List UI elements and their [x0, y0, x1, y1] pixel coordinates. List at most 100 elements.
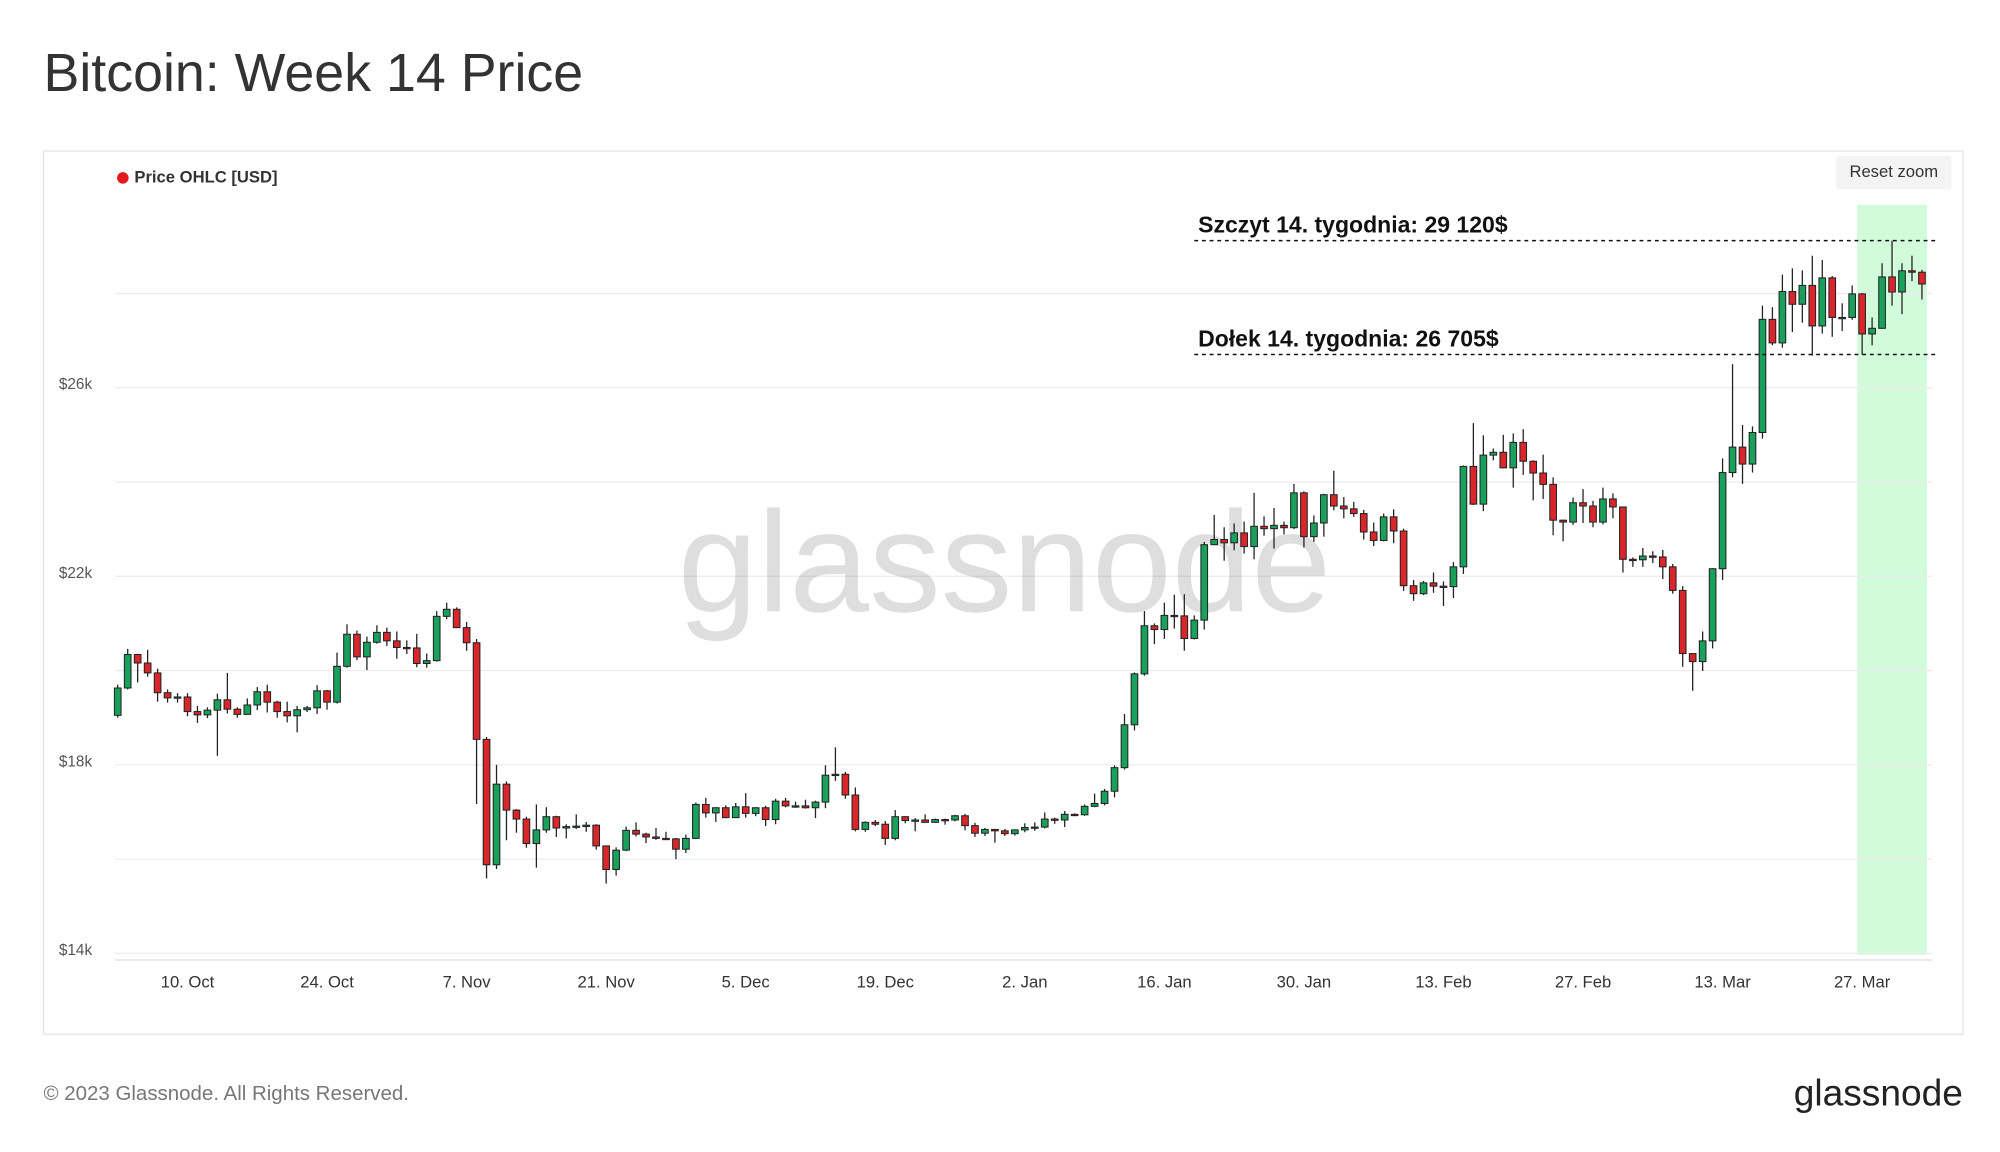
candle-body [173, 696, 182, 699]
candle-body [582, 824, 591, 827]
candle-body [1369, 531, 1378, 541]
candle-body [711, 807, 720, 814]
candle-body [1130, 673, 1139, 726]
candle-body [931, 819, 939, 823]
candle-body [373, 631, 381, 643]
candle-body [1011, 829, 1019, 835]
candle-body [1080, 805, 1089, 816]
candle-body [133, 654, 142, 664]
candle-body [1718, 472, 1727, 570]
candle-body [1678, 589, 1687, 655]
candle-body [1509, 441, 1518, 469]
candle-body [1549, 483, 1557, 521]
candle-body [811, 801, 820, 809]
candle-body [1878, 276, 1886, 329]
watermark: glassnode [678, 482, 1331, 642]
candle-body [123, 654, 132, 689]
candle-body [841, 773, 850, 796]
button-bg[interactable] [1836, 156, 1952, 190]
logo: glassnode [1794, 1071, 1963, 1113]
candle-body [642, 833, 650, 838]
candle-body [1170, 614, 1179, 618]
candle-body [622, 829, 630, 851]
candle-body [1688, 653, 1697, 663]
candle-body [1439, 585, 1448, 588]
candle-body [592, 824, 601, 847]
candle-body [1808, 284, 1817, 327]
candle-body [921, 819, 929, 823]
candle-body [153, 672, 162, 694]
candle-body [1648, 555, 1657, 558]
candle-body [682, 837, 690, 850]
candle-body [193, 711, 202, 716]
candle-body [911, 819, 920, 822]
candle-body [781, 800, 790, 807]
candle-body [1300, 492, 1308, 538]
candle-body [313, 690, 321, 709]
candle-body [851, 794, 860, 830]
candle-body [1190, 619, 1199, 640]
candle-body [1519, 441, 1528, 462]
candle-body [1200, 544, 1209, 621]
candle-body [1599, 498, 1607, 523]
candle-body [612, 849, 620, 871]
candle-body [1619, 506, 1627, 560]
candle-body [991, 828, 999, 832]
candle-body [1429, 582, 1438, 587]
candle-body [552, 816, 561, 829]
candle-body [1260, 525, 1268, 530]
candle-body [1768, 318, 1777, 344]
x-tick-label: 10. Oct [161, 972, 215, 991]
candle-body [542, 816, 551, 831]
candle-body [1110, 767, 1119, 792]
candle-body [761, 807, 770, 821]
candle-body [1499, 451, 1508, 469]
candle-body [532, 829, 541, 845]
candle-body [502, 783, 511, 811]
candle-body [871, 821, 880, 825]
candle-body [941, 819, 949, 822]
candle-body [353, 633, 361, 658]
candle-body [901, 816, 910, 821]
candle-body [801, 805, 810, 809]
candle-body [1329, 494, 1338, 507]
candle-body [632, 829, 640, 835]
candle-body [692, 803, 700, 839]
candle-body [1459, 465, 1468, 568]
candle-body [1339, 505, 1348, 510]
candle-body [1589, 505, 1597, 523]
candle-body [183, 696, 192, 713]
candle-body [1838, 316, 1847, 320]
x-tick-label: 16. Jan [1137, 972, 1192, 991]
candle-body [492, 783, 501, 866]
candle-body [791, 805, 800, 808]
candle-body [1150, 625, 1159, 631]
candle-body [1489, 451, 1498, 456]
candle-body [1379, 516, 1388, 541]
candle-body [1250, 525, 1258, 548]
candle-body [1479, 454, 1488, 505]
candle-body [1050, 818, 1059, 821]
candle-body [383, 631, 391, 642]
candle-body [1609, 498, 1617, 508]
candle-body [702, 803, 710, 814]
candle-body [363, 641, 371, 658]
candle-body [1001, 830, 1009, 835]
candle-body [751, 807, 760, 814]
candle-body [961, 815, 969, 827]
candle-body [1738, 446, 1747, 465]
annotation-label: Dołek 14. tygodnia: 26 705$ [1198, 325, 1499, 351]
candle-body [1409, 585, 1418, 595]
button-label[interactable]: Reset zoom [1849, 162, 1938, 181]
reset-zoom-button[interactable]: Reset zoom [1836, 156, 1952, 190]
candle-body [213, 699, 222, 711]
candle-body [283, 711, 292, 717]
plot: $14k $18k $22k $26k 10. Oct 24. Oct 7. Nov 21. … [59, 156, 1952, 991]
candle-body [562, 826, 571, 829]
x-tick-label: 24. Oct [300, 972, 354, 991]
candle-body [1419, 582, 1428, 595]
candle-body [1539, 472, 1547, 485]
candle-body [1748, 431, 1757, 465]
candle-body [243, 704, 252, 715]
